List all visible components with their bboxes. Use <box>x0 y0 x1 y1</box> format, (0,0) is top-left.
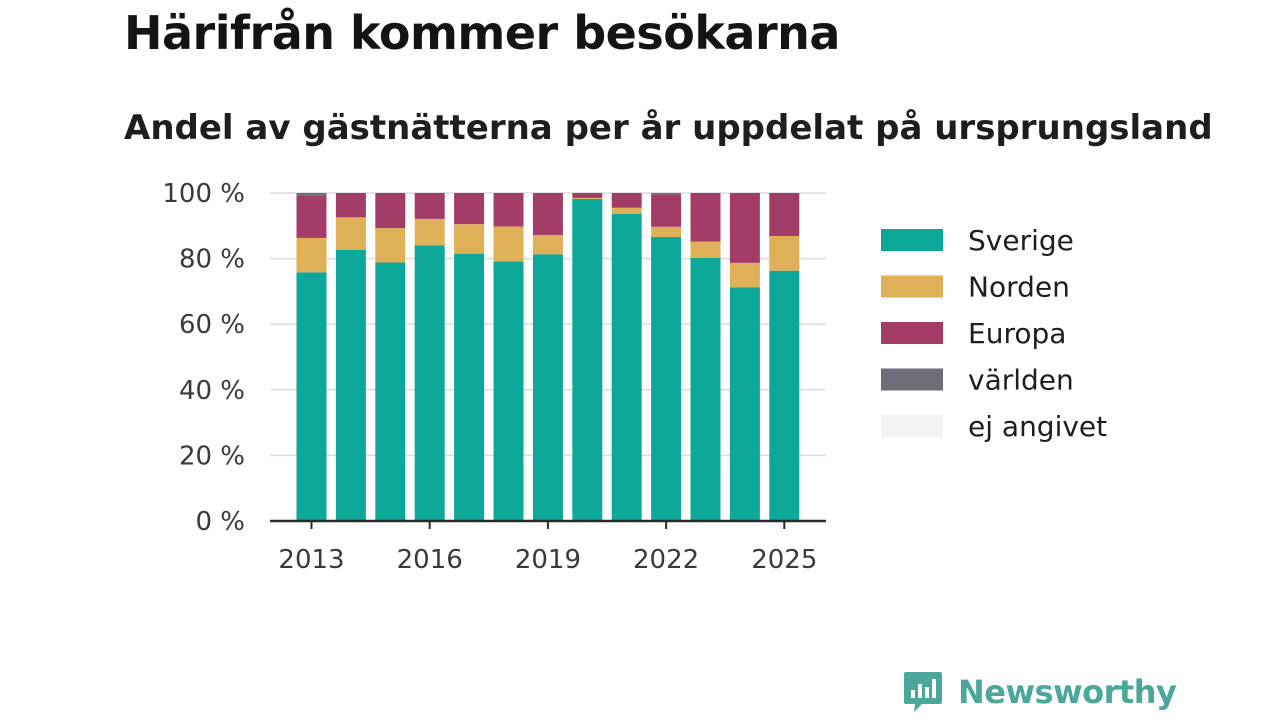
x-tick-label: 2019 <box>515 545 581 575</box>
bar-segment-sverige <box>651 236 682 521</box>
y-tick-label: 40 % <box>179 376 245 406</box>
bar-segment-norden <box>532 234 563 255</box>
bar-segment-norden <box>572 197 603 199</box>
bar-segment-europa <box>335 193 366 218</box>
bar-segment-europa <box>454 193 485 225</box>
legend-label: Norden <box>968 271 1070 304</box>
legend-swatch <box>881 368 943 391</box>
bar-segment-norden <box>729 262 760 288</box>
legend-swatch <box>881 415 943 437</box>
chart-title: Härifrån kommer besökarna <box>124 6 840 60</box>
bar-segment-europa <box>729 193 760 263</box>
bar-segment-europa <box>414 193 445 219</box>
bar-segment-norden <box>335 217 366 250</box>
bar-segment-europa <box>532 193 563 235</box>
legend-label: Sverige <box>968 224 1074 257</box>
bar-segment-sverige <box>375 262 406 521</box>
legend: Sverige Norden Europa världen ej angivet <box>881 224 1107 443</box>
legend-label: Europa <box>968 317 1066 350</box>
logo-text: Newsworthy <box>958 673 1177 711</box>
bar-segment-europa <box>651 194 682 227</box>
bar-segment-europa <box>690 193 721 242</box>
y-tick-label: 20 % <box>179 441 245 471</box>
bar-segment-sverige <box>493 261 524 521</box>
bar-segment-europa <box>493 193 524 227</box>
bar-segment-sverige <box>690 257 721 521</box>
bar-segment-sverige <box>572 198 603 522</box>
bar-segment-norden <box>454 224 485 254</box>
bar-segment-norden <box>769 235 800 271</box>
x-tick-label: 2022 <box>633 545 699 575</box>
bar-segment-världen <box>296 193 327 196</box>
y-tick-label: 80 % <box>179 245 245 275</box>
bar-segment-sverige <box>729 287 760 521</box>
bar-segment-norden <box>296 237 327 273</box>
legend-label: ej angivet <box>968 410 1107 443</box>
axes: 0 % 20 % 40 % 60 % 80 % 100 % 2013 2016 2019 2022… <box>162 179 826 575</box>
y-tick-label: 0 % <box>195 507 245 537</box>
bar-segment-europa <box>611 193 642 208</box>
bar-segment-norden <box>611 207 642 214</box>
bar-segment-norden <box>375 228 406 263</box>
x-tick-label: 2025 <box>751 545 817 575</box>
bar-segment-sverige <box>454 253 485 521</box>
bar-segment-europa <box>769 193 800 236</box>
stacked-bar-chart: 0 % 20 % 40 % 60 % 80 % 100 % 2013 2016 2019 2022… <box>162 179 1107 575</box>
bar-segment-europa <box>296 195 327 238</box>
legend-swatch <box>881 229 943 251</box>
bar-segment-världen <box>651 193 682 195</box>
bar-segment-sverige <box>335 249 366 521</box>
bar-segment-sverige <box>296 272 327 521</box>
y-tick-label: 60 % <box>179 310 245 340</box>
bar-segment-sverige <box>769 270 800 521</box>
bar-segment-sverige <box>532 254 563 521</box>
bar-segment-sverige <box>414 245 445 522</box>
x-tick-label: 2016 <box>397 545 463 575</box>
x-tick-label: 2013 <box>278 545 344 575</box>
legend-swatch <box>881 275 943 298</box>
newsworthy-logo: Newsworthy <box>902 670 1177 714</box>
bar-segment-norden <box>414 218 445 246</box>
bar-segment-europa <box>375 193 406 229</box>
bar-segment-norden <box>690 241 721 258</box>
newsworthy-logo-icon <box>904 672 942 712</box>
bar-segment-sverige <box>611 213 642 521</box>
legend-label: världen <box>968 364 1074 397</box>
legend-swatch <box>881 322 943 344</box>
chart-subtitle: Andel av gästnätterna per år uppdelat på… <box>124 108 1213 148</box>
bar-segment-europa <box>572 193 603 198</box>
bar-segment-norden <box>651 226 682 237</box>
y-tick-label: 100 % <box>162 179 245 209</box>
bar-segment-norden <box>493 226 524 262</box>
bars <box>296 193 800 522</box>
